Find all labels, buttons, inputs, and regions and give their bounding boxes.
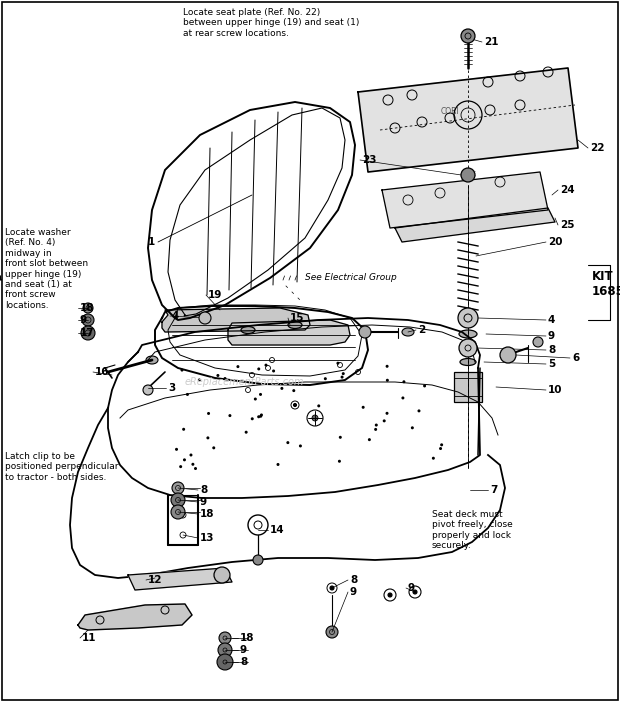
Circle shape	[228, 414, 231, 417]
Ellipse shape	[146, 356, 158, 364]
Circle shape	[199, 312, 211, 324]
Text: 18: 18	[240, 633, 254, 643]
Text: 14: 14	[270, 525, 285, 535]
Circle shape	[198, 378, 201, 381]
Polygon shape	[395, 208, 555, 242]
Circle shape	[375, 423, 378, 427]
Circle shape	[359, 326, 371, 338]
Text: 24: 24	[560, 185, 575, 195]
Text: 9: 9	[80, 315, 87, 325]
Bar	[450, 186, 472, 198]
Circle shape	[342, 372, 345, 375]
Text: 23: 23	[362, 155, 376, 165]
Text: 20: 20	[548, 237, 562, 247]
Bar	[454, 372, 482, 402]
Circle shape	[413, 590, 417, 594]
Polygon shape	[78, 604, 192, 630]
Circle shape	[368, 438, 371, 441]
Text: KIT
1685449: KIT 1685449	[592, 270, 620, 298]
Circle shape	[292, 389, 295, 392]
Circle shape	[207, 412, 210, 415]
Text: CORI: CORI	[441, 107, 459, 117]
Circle shape	[326, 626, 338, 638]
Text: 1: 1	[148, 237, 155, 247]
Text: 8: 8	[548, 345, 556, 355]
Circle shape	[254, 397, 257, 401]
Polygon shape	[382, 172, 548, 228]
Circle shape	[81, 326, 95, 340]
Polygon shape	[162, 308, 310, 332]
Text: 12: 12	[148, 575, 162, 585]
Text: Latch clip to be
positioned perpendicular
to tractor - both sides.: Latch clip to be positioned perpendicula…	[5, 452, 118, 482]
Circle shape	[374, 428, 377, 431]
Circle shape	[330, 586, 334, 590]
Polygon shape	[358, 68, 578, 172]
Circle shape	[217, 654, 233, 670]
Circle shape	[194, 467, 197, 470]
Circle shape	[186, 393, 189, 396]
Text: 9: 9	[548, 331, 555, 341]
Text: 3: 3	[168, 383, 175, 393]
Circle shape	[83, 303, 93, 313]
Circle shape	[324, 377, 327, 380]
Circle shape	[182, 428, 185, 431]
Text: 5: 5	[548, 359, 556, 369]
Text: 25: 25	[560, 220, 575, 230]
Circle shape	[340, 376, 343, 378]
Circle shape	[293, 404, 296, 406]
Text: Seat deck must
pivot freely, close
properly and lock
securely.: Seat deck must pivot freely, close prope…	[432, 510, 513, 550]
Ellipse shape	[459, 330, 477, 338]
Circle shape	[265, 364, 267, 366]
Circle shape	[219, 632, 231, 644]
Text: 6: 6	[572, 353, 579, 363]
Circle shape	[432, 457, 435, 460]
Ellipse shape	[402, 328, 414, 336]
Ellipse shape	[460, 359, 476, 366]
Ellipse shape	[241, 326, 255, 333]
Text: 15: 15	[290, 313, 304, 323]
Text: 9: 9	[350, 587, 357, 597]
Circle shape	[458, 308, 478, 328]
Text: 18: 18	[80, 303, 94, 313]
Circle shape	[500, 347, 516, 363]
Text: 7: 7	[490, 485, 497, 495]
Circle shape	[216, 374, 219, 377]
Text: 8: 8	[350, 575, 357, 585]
Circle shape	[183, 458, 186, 461]
Text: 10: 10	[548, 385, 562, 395]
Circle shape	[192, 463, 195, 465]
Text: 2: 2	[418, 325, 425, 335]
Circle shape	[417, 409, 420, 412]
Circle shape	[439, 447, 442, 450]
Circle shape	[172, 482, 184, 494]
Circle shape	[361, 406, 365, 409]
Circle shape	[218, 643, 232, 657]
Circle shape	[461, 29, 475, 43]
Text: Locate washer
(Ref. No. 4)
midway in
front slot between
upper hinge (19)
and sea: Locate washer (Ref. No. 4) midway in fro…	[5, 228, 88, 310]
Circle shape	[257, 416, 260, 418]
Text: 11: 11	[82, 633, 97, 643]
Circle shape	[143, 385, 153, 395]
Circle shape	[260, 413, 263, 416]
Polygon shape	[128, 568, 232, 590]
Text: 8: 8	[200, 485, 207, 495]
Circle shape	[280, 387, 283, 390]
Circle shape	[259, 393, 262, 396]
Circle shape	[401, 397, 404, 399]
Circle shape	[214, 567, 230, 583]
Text: See Electrical Group: See Electrical Group	[305, 274, 397, 282]
Text: 22: 22	[590, 143, 604, 153]
Circle shape	[386, 365, 389, 368]
Circle shape	[190, 453, 192, 456]
Circle shape	[223, 377, 226, 380]
Circle shape	[286, 441, 290, 444]
Circle shape	[299, 444, 302, 447]
Text: 4: 4	[548, 315, 556, 325]
Text: 21: 21	[484, 37, 498, 47]
Circle shape	[317, 404, 321, 407]
Circle shape	[386, 412, 389, 415]
Text: eReplacementParts.com: eReplacementParts.com	[185, 377, 304, 387]
Circle shape	[272, 369, 275, 373]
Circle shape	[257, 367, 260, 371]
Circle shape	[338, 460, 341, 463]
